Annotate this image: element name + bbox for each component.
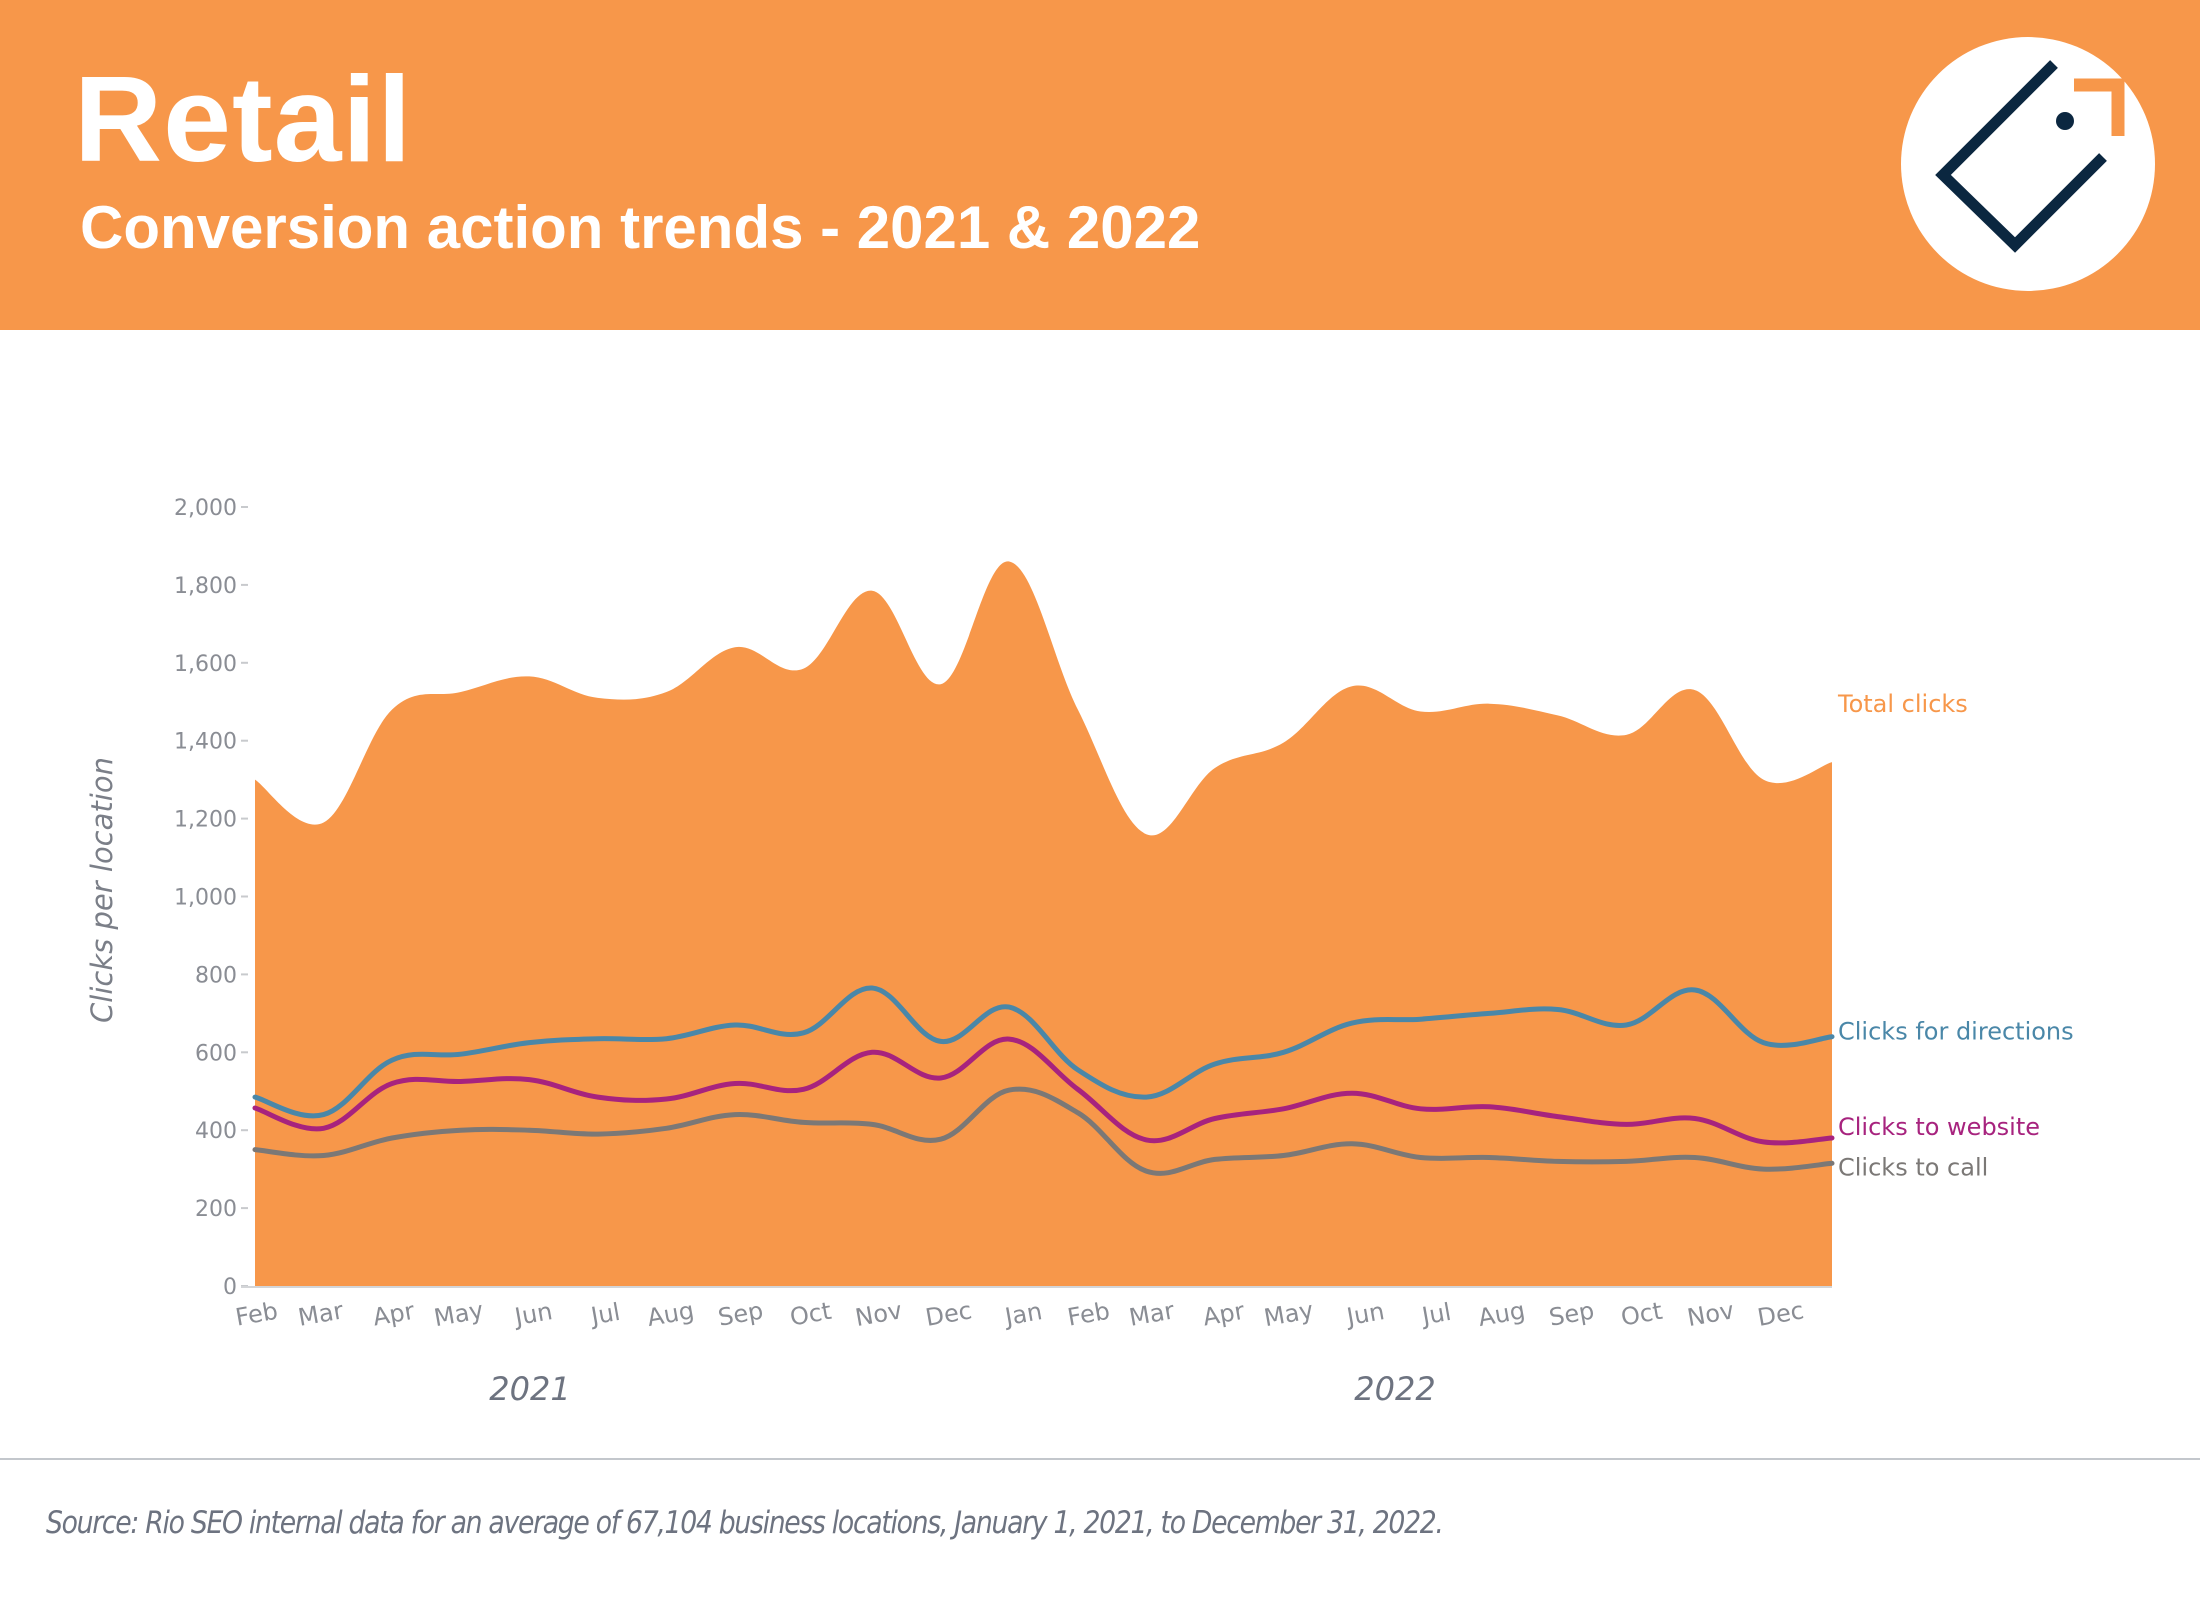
x-axis: Feb Mar Apr May Jun Jul Aug Sep Oct Nov Dec Jan Feb M… (233, 1296, 1806, 1408)
y-tick-label: 400 (195, 1119, 237, 1144)
x-tick-label: Sep (716, 1296, 765, 1331)
x-tick-label: Jan (1001, 1297, 1044, 1331)
x-tick-label: Apr (371, 1297, 417, 1332)
x-tick-label: Jun (1343, 1297, 1387, 1331)
x-tick-label: Oct (1619, 1297, 1665, 1332)
x-tick-label: May (432, 1296, 486, 1332)
price-tag-icon (1935, 60, 2125, 253)
year-label: 2022 (1354, 1370, 1435, 1408)
x-tick-label: Apr (1201, 1297, 1247, 1332)
x-tick-label: Aug (645, 1296, 696, 1332)
header-banner: Retail Conversion action trends - 2021 &… (0, 0, 2200, 330)
y-tick-label: 0 (223, 1275, 237, 1300)
x-tick-label: May (1262, 1296, 1316, 1332)
x-tick-label: Dec (1755, 1296, 1806, 1332)
x-tick-label: Dec (923, 1296, 974, 1332)
footer-divider (0, 1458, 2200, 1460)
y-tick-label: 200 (195, 1197, 237, 1222)
year-label: 2021 (489, 1370, 570, 1408)
x-tick-label: Sep (1547, 1296, 1596, 1331)
y-tick-label: 2,000 (174, 496, 237, 521)
series-label-clicks-to-call: Clicks to call (1838, 1153, 1988, 1181)
y-tick-label: 600 (195, 1041, 237, 1066)
x-tick-label: Jun (511, 1297, 555, 1331)
series-labels: Total clicks Clicks for directions Clicks … (1837, 690, 2074, 1181)
x-tick-label: Feb (1065, 1297, 1112, 1332)
series-label-clicks-for-directions: Clicks for directions (1838, 1018, 2074, 1046)
y-tick-label: 1,800 (174, 574, 237, 599)
x-tick-label: Jul (587, 1298, 622, 1331)
x-tick-label: Aug (1476, 1296, 1527, 1332)
page-subtitle: Conversion action trends - 2021 & 2022 (80, 194, 1201, 261)
x-tick-label: Mar (296, 1296, 346, 1331)
x-tick-label: Oct (788, 1297, 834, 1332)
y-tick-label: 800 (195, 963, 237, 988)
x-tick-label: Mar (1127, 1296, 1177, 1331)
y-tick-label: 1,400 (174, 730, 237, 755)
y-axis: 0 200 400 600 800 1,000 1,200 1,400 1,600 1,800 2,… (174, 496, 1832, 1300)
area-total-clicks (255, 561, 1832, 1286)
x-tick-label: Nov (1685, 1296, 1736, 1332)
plot-area (252, 561, 1835, 1286)
x-tick-label: Nov (853, 1296, 904, 1332)
series-label-clicks-to-website: Clicks to website (1838, 1113, 2040, 1141)
chart-area: 0 200 400 600 800 1,000 1,200 1,400 1,600 1,800 2,… (0, 330, 2200, 1460)
line-clicks-to-call (252, 1086, 1835, 1176)
x-tick-label: Feb (233, 1297, 280, 1332)
y-axis-title: Clicks per location (85, 757, 119, 1023)
x-tick-label: Jul (1418, 1298, 1453, 1331)
series-label-total-clicks: Total clicks (1837, 690, 1968, 718)
page-title: Retail (74, 51, 413, 187)
y-tick-label: 1,600 (174, 652, 237, 677)
chart-svg: 0 200 400 600 800 1,000 1,200 1,400 1,600 1,800 2,… (85, 496, 2074, 1408)
line-clicks-to-website (252, 1036, 1835, 1146)
logo-badge (1901, 37, 2155, 291)
source-note: Source: Rio SEO internal data for an ave… (46, 1505, 1444, 1541)
line-clicks-for-directions (252, 985, 1835, 1119)
y-tick-label: 1,000 (174, 886, 237, 911)
y-tick-label: 1,200 (174, 808, 237, 833)
